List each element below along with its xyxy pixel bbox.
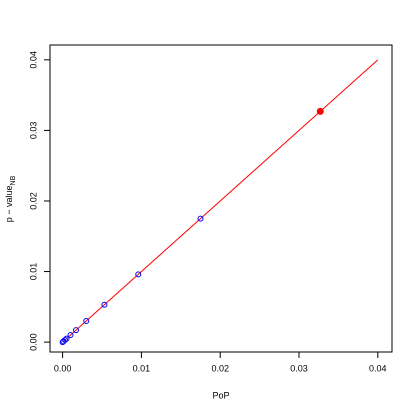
y-axis-label-sub: NB (10, 175, 17, 185)
point (61, 337, 68, 344)
x-tick-label: 0.03 (290, 363, 308, 373)
point (73, 327, 80, 334)
y-tick-label: 0.03 (28, 122, 38, 140)
x-tick-label: 0.01 (133, 363, 151, 373)
point (83, 317, 90, 324)
point (316, 107, 324, 115)
point (197, 215, 204, 222)
plot-frame (49, 44, 393, 353)
y-tick-label: 0.02 (28, 192, 38, 210)
reference-line (62, 59, 379, 343)
point (67, 332, 74, 339)
point (63, 335, 70, 342)
y-axis-label-main: p − value (4, 185, 14, 222)
x-tick-label: 0.04 (369, 363, 387, 373)
y-tick-label: 0.04 (28, 51, 38, 69)
x-axis-label: PoP (212, 390, 229, 400)
point (101, 301, 108, 308)
y-tick-label: 0.01 (28, 263, 38, 281)
y-axis-label: p − valueNB (4, 175, 16, 222)
point (135, 271, 142, 278)
x-tick-label: 0.00 (54, 363, 72, 373)
y-tick-label: 0.00 (28, 333, 38, 351)
x-tick-label: 0.02 (211, 363, 229, 373)
